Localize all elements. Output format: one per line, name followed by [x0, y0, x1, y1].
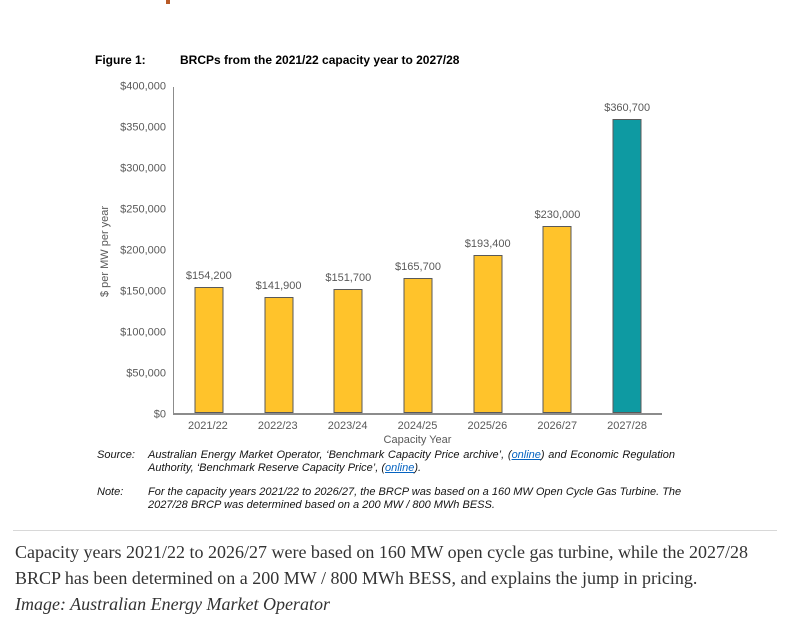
plot-area: $154,200 $141,900 $151,700 $165,700 $193,400…: [173, 87, 662, 415]
bar-2026/27: [542, 225, 572, 413]
y-tick-label: $100,000: [120, 326, 166, 339]
section-divider: [13, 530, 777, 531]
x-tick-label: 2025/26: [467, 420, 508, 432]
y-tick-label: $150,000: [120, 285, 166, 298]
figure-title: BRCPs from the 2021/22 capacity year to …: [180, 53, 460, 67]
x-axis-ticks: 2021/22 2022/23 2023/24 2024/25 2025/26 2026/…: [173, 421, 662, 433]
source-text-part: ) and Economic Regulation Authority, ‘Be…: [148, 449, 675, 474]
bar-value-label: $360,700: [604, 102, 651, 115]
bar-value-label: $193,400: [464, 238, 511, 251]
x-axis-label: Capacity Year: [383, 434, 452, 446]
x-tick-label: 2022/23: [257, 420, 298, 432]
x-tick-label: 2027/28: [607, 420, 647, 432]
source-text-part: Australian Energy Market Operator, ‘Benc…: [148, 449, 512, 461]
y-tick-label: $300,000: [120, 162, 166, 175]
article-body: Capacity years 2021/22 to 2026/27 were b…: [15, 539, 763, 617]
note-text: For the capacity years 2021/22 to 2026/2…: [148, 486, 682, 511]
note-row: Note: For the capacity years 2021/22 to …: [97, 486, 693, 512]
bar-2025/26: [473, 255, 503, 413]
source-row: Source: Australian Energy Market Operato…: [97, 449, 675, 475]
y-axis-ticks: $0 $50,000 $100,000 $150,000 $200,000 $250,00…: [0, 81, 166, 420]
x-tick-label: 2026/27: [537, 420, 578, 432]
y-tick-label: $350,000: [120, 121, 166, 134]
y-tick-label: $250,000: [120, 203, 166, 216]
y-tick-label: $200,000: [120, 244, 166, 257]
bar-value-label: $230,000: [534, 208, 581, 221]
x-tick-label: 2021/22: [188, 420, 228, 432]
body-paragraph: Capacity years 2021/22 to 2026/27 were b…: [15, 542, 748, 588]
x-tick-label: 2023/24: [327, 420, 368, 432]
source-text-part: ).: [414, 462, 422, 474]
bar-2024/25: [403, 277, 433, 413]
source-link-era[interactable]: online: [385, 462, 415, 474]
bar-value-label: $154,200: [185, 270, 232, 283]
figure-label: Figure 1:: [95, 53, 146, 67]
y-tick-label: $50,000: [126, 367, 166, 380]
source-link-aemo[interactable]: online: [511, 449, 541, 461]
bar-value-label: $151,700: [325, 272, 372, 285]
figure-title-row: Figure 1: BRCPs from the 2021/22 capacity…: [95, 53, 459, 67]
bar-2027/28: [612, 119, 642, 413]
cropped-text-fragment: [166, 0, 170, 4]
bar-2021/22: [194, 287, 224, 413]
y-tick-label: $0: [153, 408, 166, 421]
x-tick-label: 2024/25: [397, 420, 438, 432]
source-text: Australian Energy Market Operator, ‘Benc…: [148, 449, 675, 475]
source-label: Source:: [97, 449, 135, 461]
bar-2022/23: [264, 297, 294, 413]
image-credit: Image: Australian Energy Market Operator: [15, 594, 330, 614]
bar-value-label: $141,900: [255, 280, 302, 293]
bar-2023/24: [333, 289, 363, 413]
bar-value-label: $165,700: [395, 260, 441, 273]
note-label: Note:: [97, 486, 124, 498]
y-tick-label: $400,000: [120, 80, 166, 93]
